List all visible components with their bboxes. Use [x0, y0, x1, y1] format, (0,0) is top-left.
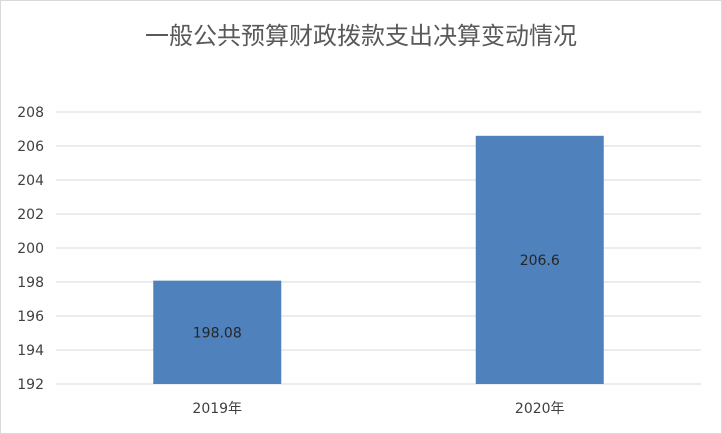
bar-value-label: 206.6 [520, 253, 560, 269]
x-axis-ticks: 2019年 2020年 [192, 401, 564, 417]
y-tick-label: 196 [17, 309, 44, 325]
y-tick-label: 200 [17, 241, 44, 257]
bars [153, 135, 604, 384]
chart-title: 一般公共预算财政拨款支出决算变动情况 [145, 22, 577, 50]
y-tick-label: 192 [17, 377, 44, 393]
y-axis-ticks: 192 194 196 198 200 202 204 206 208 [17, 105, 44, 393]
bar [153, 280, 282, 384]
x-tick-label: 2020年 [515, 401, 565, 417]
bar-value-label: 198.08 [193, 325, 242, 341]
y-tick-label: 204 [17, 173, 44, 189]
x-tick-label: 2019年 [192, 401, 242, 417]
gridlines [56, 111, 701, 385]
y-tick-label: 194 [17, 343, 44, 359]
y-tick-label: 206 [17, 139, 44, 155]
y-tick-label: 202 [17, 207, 44, 223]
y-tick-label: 198 [17, 275, 44, 291]
data-labels: 198.08 206.6 [193, 253, 560, 341]
y-tick-label: 208 [17, 105, 44, 121]
bar [475, 135, 604, 384]
